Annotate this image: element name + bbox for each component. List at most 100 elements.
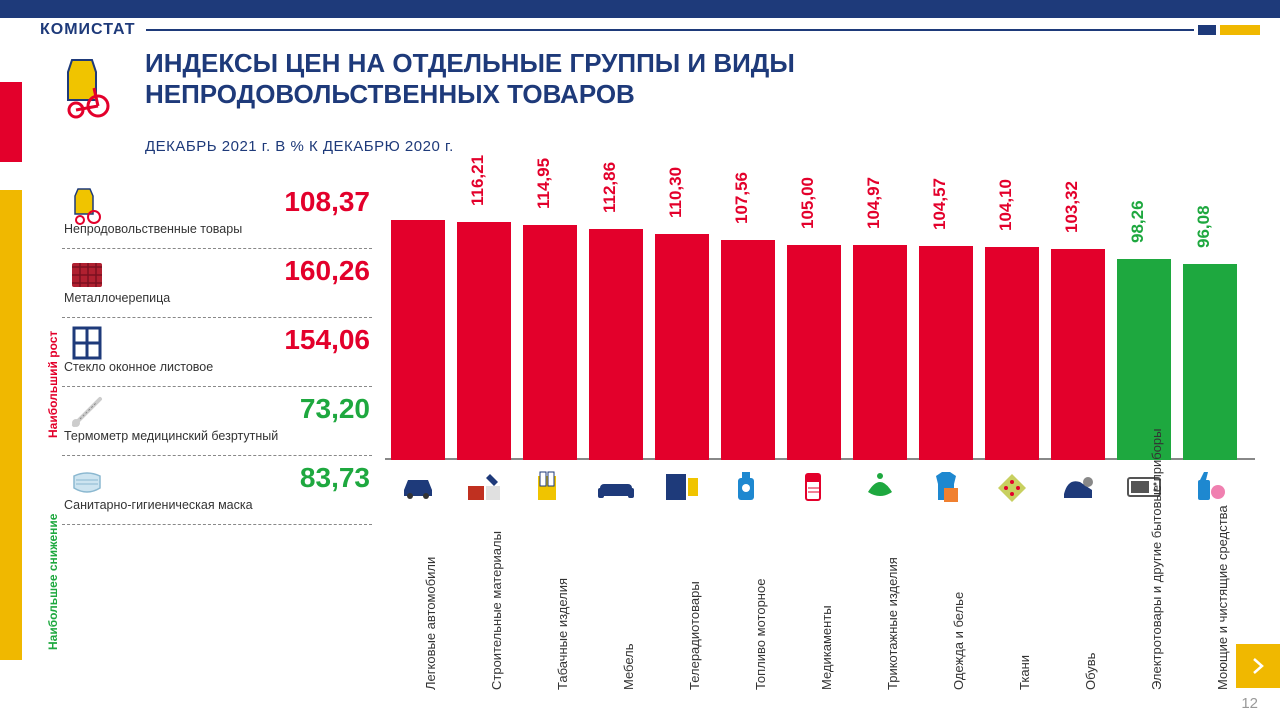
- bar: 114,95: [523, 225, 577, 460]
- bar: 110,30: [655, 234, 709, 460]
- page-number: 12: [1241, 695, 1258, 712]
- bar: 104,97: [853, 245, 907, 460]
- coat-bike-icon: [66, 184, 108, 226]
- fabric-icon: [992, 468, 1032, 504]
- bar-rect: [391, 220, 445, 460]
- left-accent-yellow: [0, 190, 22, 660]
- bar: 104,57: [919, 246, 973, 460]
- x-axis-label: Моющие и чистящие средства: [1215, 505, 1230, 690]
- coat-bike-icon: [52, 52, 122, 122]
- bar-value: 114,95: [534, 158, 554, 209]
- next-page-button[interactable]: [1236, 644, 1280, 688]
- left-item: 73,20 Термометр медицинский безртутный: [62, 387, 372, 456]
- top-accent-bar: [0, 0, 1280, 18]
- detergent-icon: [1190, 468, 1230, 504]
- bar-rect: [589, 229, 643, 460]
- bar-value: 104,97: [864, 177, 884, 229]
- bar-rect: [1051, 249, 1105, 460]
- x-axis-label: Табачные изделия: [555, 578, 570, 690]
- clothes-icon: [926, 468, 966, 504]
- bar-value: 116,21: [468, 155, 488, 206]
- left-item-label: Металлочерепица: [62, 291, 372, 305]
- left-item-label: Термометр медицинский безртутный: [62, 429, 372, 443]
- left-accent-red: [0, 82, 22, 162]
- bar-value: 110,30: [666, 167, 686, 218]
- left-column: 108,37 Непродовольственные товары 160,26 Ме…: [62, 180, 372, 525]
- x-axis-label: Строительные материалы: [489, 531, 504, 690]
- car-icon: [398, 468, 438, 504]
- title-line-1: ИНДЕКСЫ ЦЕН НА ОТДЕЛЬНЫЕ ГРУППЫ И ВИДЫ: [145, 48, 795, 78]
- shoes-icon: [1058, 468, 1098, 504]
- sofa-icon: [596, 468, 636, 504]
- header-rule: [146, 29, 1195, 31]
- window-icon: [66, 322, 108, 364]
- hat-icon: [860, 468, 900, 504]
- x-axis-label: Трикотажные изделия: [885, 557, 900, 690]
- header-accent-yellow: [1220, 25, 1260, 35]
- left-item: 160,26 Металлочерепица: [62, 249, 372, 318]
- header-row: КОМИСТАТ: [40, 20, 1260, 40]
- x-axis-label: Топливо моторное: [753, 579, 768, 690]
- chevron-right-icon: [1248, 656, 1268, 676]
- bar-value: 96,08: [1194, 205, 1214, 248]
- left-item-value: 154,06: [62, 324, 372, 356]
- x-axis-label: Легковые автомобили: [423, 557, 438, 690]
- x-axis-label: Ткани: [1017, 655, 1032, 690]
- bar: 116,21: [457, 222, 511, 460]
- bar-value: 105,00: [798, 177, 818, 229]
- thermometer-icon: [66, 391, 108, 433]
- bar: 107,56: [721, 240, 775, 460]
- bar-rect: [655, 234, 709, 460]
- bricks-icon: [464, 468, 504, 504]
- bar: 117,36: [391, 220, 445, 460]
- bar: 96,08: [1183, 264, 1237, 460]
- page-subtitle: ДЕКАБРЬ 2021 г. В % К ДЕКАБРЮ 2020 г.: [145, 138, 454, 155]
- bar-rect: [787, 245, 841, 460]
- bar-value: 98,26: [1128, 201, 1148, 244]
- left-item: 83,73 Санитарно-гигиеническая маска: [62, 456, 372, 525]
- bar-value: 104,10: [996, 179, 1016, 231]
- left-item-value: 160,26: [62, 255, 372, 287]
- bar: 104,10: [985, 247, 1039, 460]
- bar-rect: [919, 246, 973, 460]
- left-item-label: Стекло оконное листовое: [62, 360, 372, 374]
- bar-value: 112,86: [600, 162, 620, 213]
- roof-tiles-icon: [66, 253, 108, 295]
- bar-value: 103,32: [1062, 181, 1082, 233]
- x-axis-label: Одежда и белье: [951, 592, 966, 690]
- page-title: ИНДЕКСЫ ЦЕН НА ОТДЕЛЬНЫЕ ГРУППЫ И ВИДЫ Н…: [145, 48, 1145, 110]
- x-axis-label: Обувь: [1083, 653, 1098, 690]
- pills-icon: [794, 468, 834, 504]
- x-axis-label: Медикаменты: [819, 605, 834, 690]
- side-label-decline: Наибольшее снижение: [46, 514, 60, 650]
- x-axis-label: Телерадиотовары: [687, 581, 702, 690]
- bar-value: 117,36: [402, 161, 422, 212]
- left-item: 108,37 Непродовольственные товары: [62, 180, 372, 249]
- left-item-value: 83,73: [62, 462, 372, 494]
- bar-value: 107,56: [732, 172, 752, 224]
- chart-icons-row: [385, 468, 1255, 508]
- bar-rect: [457, 222, 511, 460]
- left-item: 154,06 Стекло оконное листовое: [62, 318, 372, 387]
- side-label-growth: Наибольший рост: [46, 331, 60, 438]
- tv-icon: [662, 468, 702, 504]
- left-item-label: Непродовольственные товары: [62, 222, 372, 236]
- bar: 103,32: [1051, 249, 1105, 460]
- x-axis-label: Мебель: [621, 643, 636, 690]
- bar-rect: [721, 240, 775, 460]
- fuel-icon: [728, 468, 768, 504]
- left-item-value: 73,20: [62, 393, 372, 425]
- bar-rect: [985, 247, 1039, 460]
- x-axis-label: Электротовары и другие бытовые приборы: [1149, 429, 1164, 691]
- bar-chart: 117,36116,21114,95112,86110,30107,56105,…: [385, 170, 1255, 460]
- left-item-value: 108,37: [62, 186, 372, 218]
- title-line-2: НЕПРОДОВОЛЬСТВЕННЫХ ТОВАРОВ: [145, 79, 635, 109]
- left-item-label: Санитарно-гигиеническая маска: [62, 498, 372, 512]
- header-accent-navy: [1198, 25, 1216, 35]
- bar-rect: [853, 245, 907, 460]
- bar-rect: [1183, 264, 1237, 460]
- mask-icon: [66, 460, 108, 502]
- brand-label: КОМИСТАТ: [40, 21, 136, 39]
- bar-rect: [523, 225, 577, 460]
- cigarettes-icon: [530, 468, 570, 504]
